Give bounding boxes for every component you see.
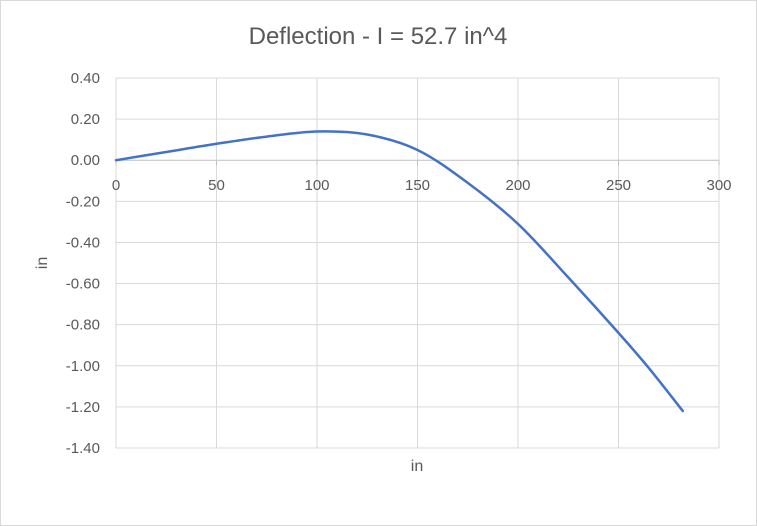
x-tick-label: 50 xyxy=(208,177,225,194)
y-tick-label: -0.60 xyxy=(66,276,100,293)
y-tick-label: 0.40 xyxy=(71,70,100,87)
x-tick-label: 100 xyxy=(304,177,329,194)
x-axis-title: in xyxy=(411,458,423,475)
x-tick-label: 250 xyxy=(606,177,631,194)
y-tick-label: -1.40 xyxy=(66,440,100,457)
y-axis-title: in xyxy=(34,257,51,269)
y-tick-label: -0.20 xyxy=(66,193,100,210)
y-tick-label: 0.20 xyxy=(71,111,100,128)
deflection-series-line xyxy=(114,130,685,413)
tick-layer: 0.40 0.20 0.00 -0.20 -0.40 -0.60 -0.80 -1.00 -1.… xyxy=(66,70,732,457)
y-tick-label: -1.00 xyxy=(66,358,100,375)
chart-title: Deflection - I = 52.7 in^4 xyxy=(249,23,508,50)
y-tick-label: -0.80 xyxy=(66,317,100,334)
y-tick-label: -0.40 xyxy=(66,234,100,251)
x-tick-label: 0 xyxy=(112,177,120,194)
y-tick-label: -1.20 xyxy=(66,399,100,416)
x-tick-label: 150 xyxy=(405,177,430,194)
x-tick-label: 200 xyxy=(505,177,530,194)
grid-layer xyxy=(115,77,720,449)
x-tick-label: 300 xyxy=(706,177,731,194)
y-tick-label: 0.00 xyxy=(71,152,100,169)
